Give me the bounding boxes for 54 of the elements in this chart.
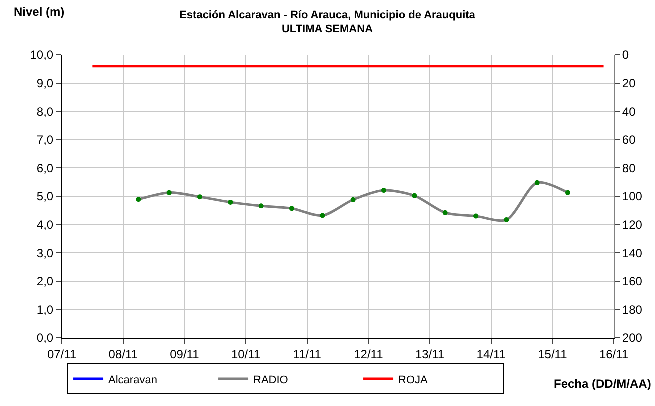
- x-tick-label: 13/11: [415, 347, 445, 362]
- legend-label: RADIO: [254, 374, 289, 386]
- y-tick-label: 8,0: [36, 104, 54, 119]
- y-tick-label: 6,0: [36, 161, 54, 176]
- y-tick-label: 9,0: [36, 76, 54, 90]
- y2-tick-label: 60: [622, 133, 636, 148]
- point: [566, 190, 570, 196]
- point: [350, 197, 356, 202]
- x-tick-label: 12/11: [354, 347, 384, 362]
- point: [166, 190, 172, 196]
- point: [320, 213, 326, 218]
- chart-title: Estación Alcaravan - Río Arauca, Municipio de Arauquita: [180, 9, 476, 22]
- y-tick-label: 3,0: [36, 246, 54, 260]
- y2-tick-label: 160: [622, 274, 643, 289]
- point: [534, 180, 540, 186]
- point: [474, 214, 478, 219]
- legend-label: ROJA: [398, 374, 429, 386]
- x-tick-label: 10/11: [231, 347, 261, 362]
- x-tick-label: 14/11: [476, 347, 506, 362]
- point: [136, 197, 142, 202]
- x-tick-label: 16/11: [599, 347, 629, 362]
- point: [198, 194, 202, 200]
- y-tick-label: 10,0: [30, 48, 54, 62]
- y-axis-title: Nivel (m): [14, 5, 65, 19]
- y2-tick-label: 80: [622, 161, 636, 176]
- y2-tick-label: 100: [622, 190, 643, 204]
- y-tick-label: 4,0: [36, 218, 54, 232]
- x-tick-label: 15/11: [538, 347, 568, 362]
- y-tick-label: 1,0: [36, 302, 54, 317]
- y2-tick-label: 120: [622, 218, 643, 232]
- x-tick-label: 07/11: [47, 347, 77, 362]
- y-tick-label: 2,0: [36, 274, 54, 289]
- point: [504, 217, 510, 222]
- point: [290, 206, 294, 212]
- y2-tick-label: 40: [622, 104, 636, 119]
- point: [382, 188, 386, 194]
- x-axis-title: Fecha (DD/M/AA): [554, 377, 652, 391]
- y-tick-label: 0,0: [36, 331, 54, 346]
- y2-tick-label: 180: [622, 302, 643, 317]
- point: [412, 193, 418, 198]
- x-tick-label: 09/11: [170, 347, 200, 362]
- x-tick-label: 08/11: [108, 347, 138, 362]
- point: [228, 200, 234, 205]
- y2-tick-label: 0: [622, 48, 630, 62]
- x-tick-label: 11/11: [293, 347, 322, 362]
- y-tick-label: 5,0: [36, 190, 54, 204]
- point: [442, 210, 448, 216]
- chart-subtitle: ULTIMA SEMANA: [282, 24, 374, 36]
- y-tick-label: 7,0: [36, 133, 54, 148]
- y2-tick-label: 140: [622, 246, 643, 260]
- y2-tick-label: 200: [622, 331, 643, 346]
- y2-tick-label: 20: [622, 76, 636, 90]
- point: [258, 204, 264, 209]
- legend-label: Alcaravan: [108, 374, 158, 386]
